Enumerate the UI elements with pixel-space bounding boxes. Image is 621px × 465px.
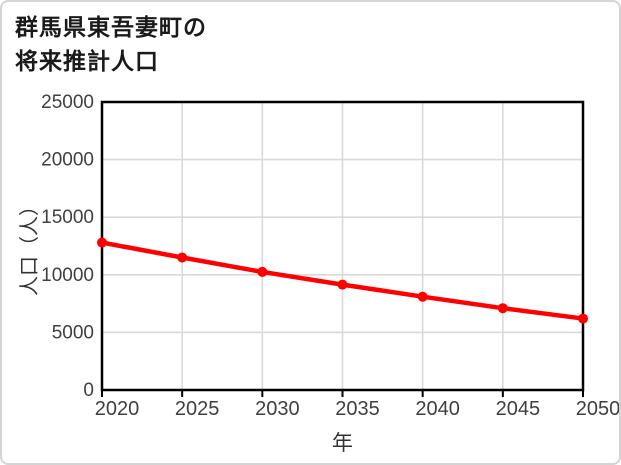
x-tick-label: 2045 [496, 398, 541, 420]
data-point-2045 [497, 303, 508, 314]
x-tick-label: 2020 [95, 398, 140, 420]
y-axis-title: 人口（人） [18, 196, 41, 296]
data-point-2020 [97, 237, 107, 248]
data-point-2025 [177, 252, 188, 263]
x-tick-label: 2050 [576, 398, 621, 420]
x-tick-label: 2040 [415, 398, 460, 420]
data-point-2040 [417, 291, 428, 302]
chart-title: 群馬県東吾妻町の 将来推計人口 [15, 10, 207, 78]
chart-title-line2: 将来推計人口 [15, 48, 159, 74]
data-point-2050 [578, 313, 588, 324]
y-tick-label: 25000 [41, 92, 94, 113]
y-tick-label: 0 [83, 380, 94, 401]
data-point-2035 [337, 279, 348, 290]
x-tick-label: 2035 [335, 398, 380, 420]
x-tick-label: 2025 [175, 398, 220, 420]
data-point-2030 [257, 266, 268, 277]
x-tick-label: 2030 [255, 398, 300, 420]
x-axis-title: 年 [332, 432, 353, 455]
chart-title-line1: 群馬県東吾妻町の [15, 14, 207, 40]
y-tick-label: 10000 [41, 265, 94, 286]
y-tick-label: 20000 [41, 150, 94, 171]
y-tick-label: 5000 [52, 322, 94, 343]
y-tick-label: 15000 [41, 207, 94, 228]
